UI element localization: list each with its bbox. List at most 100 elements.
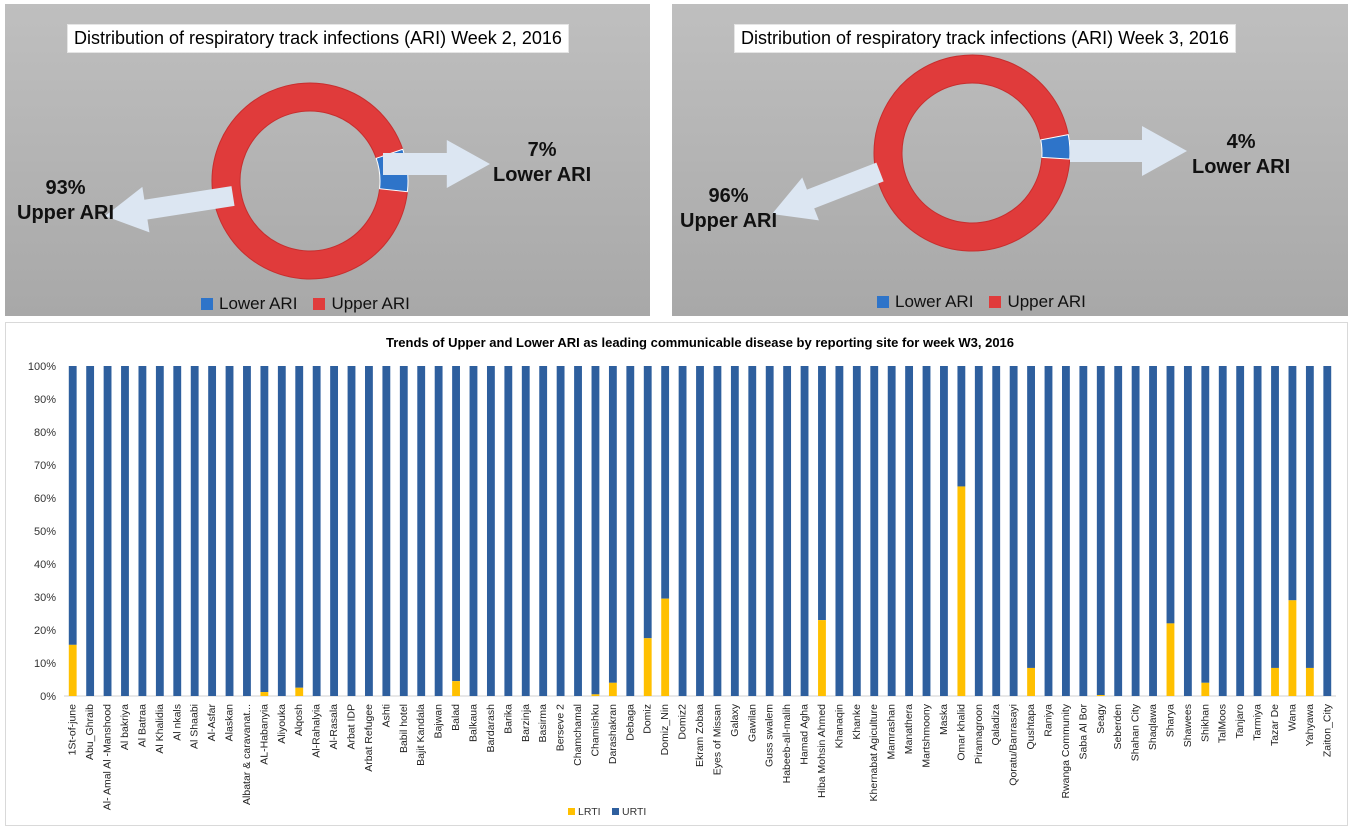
x-tick-label: Aliyouka <box>276 704 288 744</box>
x-tick-label: Tanjaro <box>1234 704 1246 739</box>
x-tick-label: Abu_Ghraib <box>84 704 96 760</box>
bar-lrti <box>1097 695 1105 696</box>
x-tick-label: Martshmoony <box>921 703 933 767</box>
bar-urti <box>1062 366 1070 696</box>
bar-lrti <box>957 486 965 696</box>
donut1-upper-callout: 93% Upper ARI <box>17 176 114 226</box>
x-tick-label: Hamad Agha <box>799 704 811 765</box>
donut2-upper-callout: 96% Upper ARI <box>680 184 777 234</box>
arrow-left-icon <box>105 186 235 232</box>
x-tick-label: Domiz2 <box>677 704 689 740</box>
bar-urti <box>278 366 286 696</box>
bar-urti <box>1289 366 1297 600</box>
x-tick-label: Al bakriya <box>119 704 131 750</box>
bar-urti <box>644 366 652 638</box>
donut2-upper-pct: 96% <box>680 184 777 209</box>
legend-swatch-lrti <box>568 808 575 815</box>
x-tick-label: Qaladiza <box>990 704 1002 746</box>
y-tick-label: 30% <box>34 592 56 604</box>
x-tick-label: Chamishku <box>589 704 601 757</box>
legend-label-upper: Upper ARI <box>331 294 409 314</box>
x-tick-label: Manathera <box>903 704 915 754</box>
donut1-lower-label: Lower ARI <box>493 163 591 188</box>
bar-urti <box>191 366 199 696</box>
bar-urti <box>1236 366 1244 696</box>
bar-lrti <box>1306 668 1314 696</box>
y-tick-label: 90% <box>34 394 56 406</box>
x-tick-label: Khanke <box>851 704 863 740</box>
bar-chart-title: Trends of Upper and Lower ARI as leading… <box>386 335 1014 350</box>
bar-urti <box>1097 366 1105 695</box>
legend-swatch-urti <box>612 808 619 815</box>
bar-urti <box>626 366 634 696</box>
x-tick-label: Alaskan <box>224 704 236 742</box>
x-tick-label: Domiz_Nin <box>659 704 671 756</box>
bar-urti <box>1306 366 1314 668</box>
bar-lrti <box>644 638 652 696</box>
y-tick-label: 0% <box>40 691 56 703</box>
donut1-lower-pct: 7% <box>493 138 591 163</box>
bar-urti <box>679 366 687 696</box>
bar-lrti <box>592 694 600 696</box>
donut2-lower-pct: 4% <box>1192 130 1290 155</box>
x-tick-label: Khernabat Agiculture <box>868 704 880 802</box>
bar-lrti <box>1027 668 1035 696</box>
x-tick-label: Arbat IDP <box>346 704 358 750</box>
bar-urti <box>835 366 843 696</box>
bar-urti <box>1167 366 1175 623</box>
x-tick-label: Balkaua <box>467 704 479 742</box>
donut2-legend: Lower ARI Upper ARI <box>877 292 1086 312</box>
x-tick-label: Tarmiya <box>1252 704 1264 741</box>
bar-urti <box>487 366 495 696</box>
bar-lrti <box>1201 683 1209 696</box>
bar-urti <box>295 366 303 688</box>
bar-lrti <box>661 599 669 696</box>
y-tick-label: 50% <box>34 526 56 538</box>
bar-urti <box>400 366 408 696</box>
bar-urti <box>435 366 443 696</box>
bar-urti <box>592 366 600 694</box>
bar-urti <box>504 366 512 696</box>
x-tick-label: Berseve 2 <box>555 704 567 751</box>
donut2-upper-label: Upper ARI <box>680 209 777 234</box>
bar-urti <box>243 366 251 696</box>
bar-urti <box>330 366 338 696</box>
y-tick-label: 20% <box>34 625 56 637</box>
x-tick-label: Tazar De <box>1269 704 1281 746</box>
bar-urti <box>452 366 460 681</box>
x-tick-label: Domiz <box>642 704 654 734</box>
x-tick-label: Al-Rasala <box>328 704 340 750</box>
bar-urti <box>609 366 617 683</box>
bar-urti <box>957 366 965 486</box>
x-tick-label: Seberden <box>1112 704 1124 750</box>
y-tick-label: 60% <box>34 493 56 505</box>
legend-label-upper: Upper ARI <box>1007 292 1085 312</box>
y-tick-label: 10% <box>34 658 56 670</box>
x-tick-label: Al-Rahalyia <box>311 704 323 758</box>
legend-swatch-lower <box>201 298 213 310</box>
donut1-lower-callout: 7% Lower ARI <box>493 138 591 188</box>
donut1-upper-pct: 93% <box>17 176 114 201</box>
bar-urti <box>557 366 565 696</box>
x-tick-label: Alqosh <box>293 704 305 736</box>
x-tick-label: Barzinja <box>520 704 532 742</box>
bar-urti <box>156 366 164 696</box>
bar-urti <box>1027 366 1035 668</box>
bar-urti <box>208 366 216 696</box>
x-tick-label: Al- Amal Al -Manshood <box>102 704 114 810</box>
bar-urti <box>748 366 756 696</box>
bar-urti <box>470 366 478 696</box>
x-tick-label: Albatar & caravanat... <box>241 704 253 805</box>
x-tick-label: Wana <box>1286 704 1298 731</box>
bar-urti <box>1132 366 1140 696</box>
bar-urti <box>818 366 826 620</box>
bar-urti <box>870 366 878 696</box>
legend-label-urti: URTI <box>622 806 646 818</box>
x-tick-label: Shikhan <box>1199 704 1211 742</box>
bar-lrti <box>1289 600 1297 696</box>
stacked-bar-chart: Trends of Upper and Lower ARI as leading… <box>6 323 1347 825</box>
bar-urti <box>940 366 948 696</box>
x-tick-label: Shawees <box>1182 704 1194 747</box>
bar-lrti <box>452 681 460 696</box>
x-tick-label: Khanaqin <box>833 704 845 749</box>
